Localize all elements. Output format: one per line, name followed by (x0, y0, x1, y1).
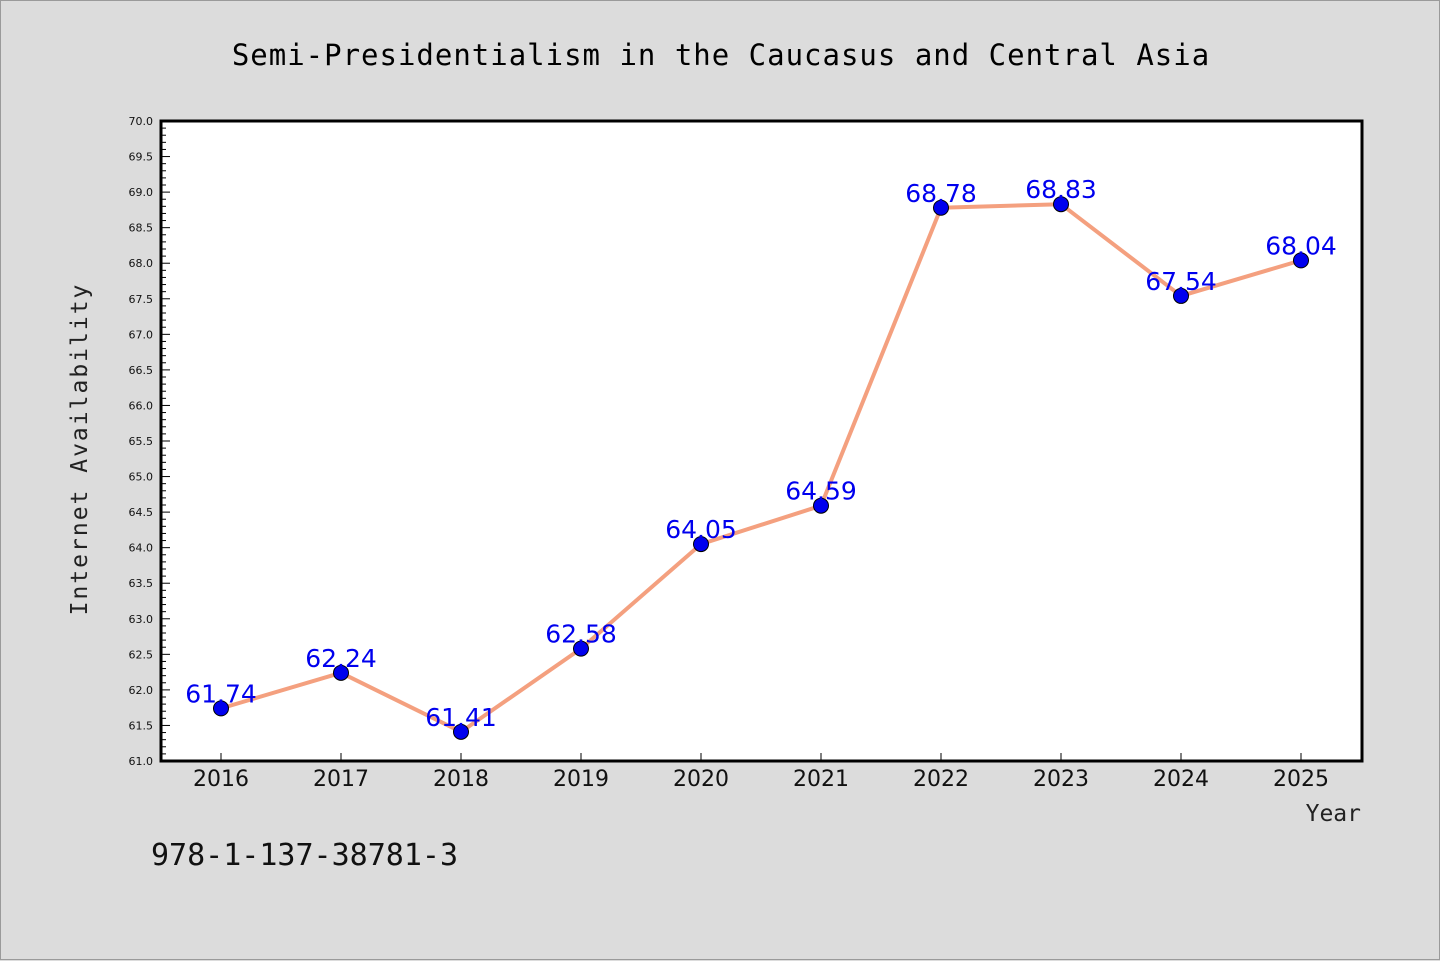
data-label: 68.04 (1265, 231, 1337, 260)
x-tick-label: 2020 (673, 767, 729, 792)
data-point (213, 700, 229, 717)
data-label: 62.58 (545, 620, 617, 649)
series-line (220, 202, 1302, 734)
y-tick-label: 66.5 (129, 364, 154, 377)
x-axis: 2016 2017 2018 2019 2020 2021 2022 2023 2024 2025 (193, 753, 1329, 792)
y-tick-label: 62.0 (129, 684, 154, 697)
data-point (333, 664, 349, 681)
y-tick-label: 68.0 (129, 257, 154, 270)
y-tick-label: 65.0 (129, 471, 154, 484)
data-point (1053, 196, 1069, 213)
y-tick-label: 67.0 (129, 328, 154, 341)
plot-area (159, 119, 1364, 763)
y-tick-label: 62.5 (129, 648, 154, 661)
y-tick-label: 61.0 (129, 755, 154, 768)
data-label: 62.24 (305, 644, 377, 673)
x-tick-label: 2021 (793, 767, 849, 792)
series-layer (213, 196, 1309, 740)
x-tick-label: 2017 (313, 767, 369, 792)
y-tick-label: 69.0 (129, 186, 154, 199)
y-tick-label: 61.5 (129, 719, 154, 732)
y-tick-label: 64.0 (129, 542, 154, 555)
data-labels: 61.74 62.24 61.41 62.58 64.05 64.59 68.78 68.83… (185, 175, 1337, 732)
data-point (1293, 252, 1309, 269)
data-point (453, 723, 469, 740)
x-tick-label: 2025 (1273, 767, 1329, 792)
x-tick-label: 2022 (913, 767, 969, 792)
y-tick-label: 63.0 (129, 613, 154, 626)
y-tick-label: 66.0 (129, 399, 154, 412)
x-tick-label: 2019 (553, 767, 609, 792)
chart-title: Semi-Presidentialism in the Caucasus and… (232, 38, 1210, 72)
x-tick-label: 2016 (193, 767, 249, 792)
x-axis-label: Year (1306, 801, 1361, 827)
y-tick-label: 68.5 (129, 222, 154, 235)
y-axis: 61.0 61.5 62.0 62.5 63.0 63.5 64.0 64.5 65.0 65.5… (129, 115, 170, 768)
y-tick-label: 64.5 (129, 506, 154, 519)
data-point (1173, 287, 1189, 304)
data-label: 68.83 (1025, 175, 1097, 204)
y-tick-label: 69.5 (129, 151, 154, 164)
data-point (693, 536, 709, 553)
x-tick-label: 2024 (1153, 767, 1209, 792)
data-label: 61.41 (425, 703, 497, 732)
data-label: 67.54 (1145, 267, 1217, 296)
y-tick-label: 70.0 (129, 115, 154, 128)
y-tick-label: 67.5 (129, 293, 154, 306)
isbn-annotation: 978-1-137-38781-3 (151, 838, 458, 873)
y-tick-label: 65.5 (129, 435, 154, 448)
x-tick-label: 2018 (433, 767, 489, 792)
x-tick-label: 2023 (1033, 767, 1089, 792)
data-point (573, 640, 589, 657)
data-label: 61.74 (185, 679, 257, 708)
data-label: 68.78 (905, 179, 977, 208)
data-label: 64.59 (785, 477, 857, 506)
data-label: 64.05 (665, 515, 737, 544)
data-point (813, 497, 829, 514)
y-axis-label: Internet Availability (67, 283, 93, 616)
data-point (933, 199, 949, 216)
y-tick-label: 63.5 (129, 577, 154, 590)
